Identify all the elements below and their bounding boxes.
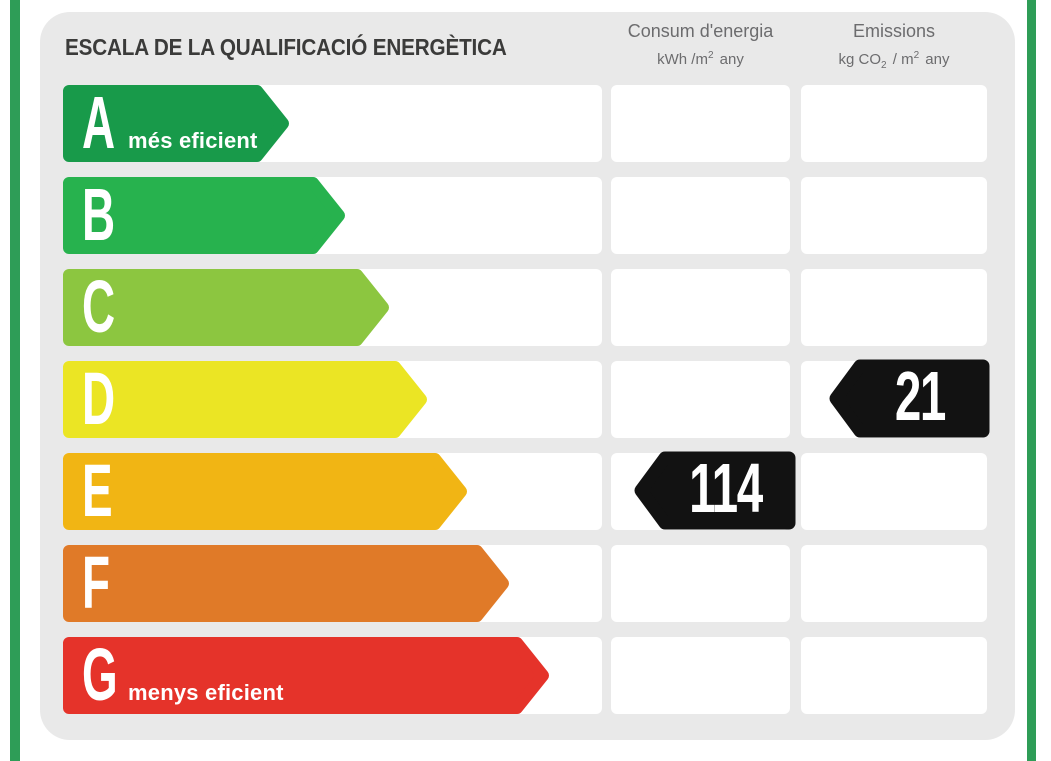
value-badge-number: 21 [894,357,947,435]
consum-value-badge: 114 [633,451,796,530]
column-header-emissions: Emissions kg CO2 / m2 any [801,20,987,78]
arrow-bar-shape [63,361,427,438]
left-arrow-badge-shape [634,451,796,530]
rating-bar-c: C [63,269,390,346]
consum-cell [611,545,790,622]
unit-superscript: 2 [913,50,920,61]
unit-text: any [715,51,744,68]
frame-right-stripe [1027,0,1036,761]
rating-bar-text: C [63,269,390,346]
rating-bar-label: més eficient [128,128,258,153]
emissions-cell [801,453,987,530]
rating-bar-f: F [63,545,510,622]
consum-cell [611,177,790,254]
rating-letter: F [82,541,111,624]
value-badge-number: 114 [689,449,763,527]
rating-bar-label: menys eficient [128,680,284,705]
arrow-bar-shape [63,269,389,346]
rating-letter: D [82,357,116,440]
rating-bar-b: B [63,177,346,254]
rating-row-f: F [0,545,1051,622]
column-header-consum: Consum d'energia kWh /m2 any [611,20,790,72]
emissions-header-units: kg CO2 / m2 any [801,43,987,78]
rating-letter: G [82,633,118,716]
arrow-bar-shape [63,637,549,714]
arrow-bar-shape [63,85,289,162]
rating-letter: E [82,449,113,532]
rating-row-e: E [0,453,1051,530]
rating-letter: A [82,81,116,164]
unit-text: any [921,51,950,68]
left-arrow-badge-shape [829,359,990,438]
consum-cell [611,637,790,714]
emissions-cell [801,269,987,346]
consum-cell [611,361,790,438]
arrow-bar-shape [63,545,509,622]
emissions-header-title: Emissions [852,21,936,41]
rating-bar-text: B [63,177,346,254]
page-title: ESCALA DE LA QUALIFICACIÓ ENERGÈTICA [65,34,507,60]
consum-cell [611,269,790,346]
consum-header-units: kWh /m2 any [611,43,790,72]
rating-bar-text: D [63,361,428,438]
emissions-value-badge: 21 [828,359,990,438]
consum-cell [611,85,790,162]
unit-superscript: 2 [707,50,714,61]
rating-row-b: B [0,177,1051,254]
rating-bar-text: E [63,453,468,530]
emissions-cell [801,85,987,162]
rating-bar-text: F [63,545,510,622]
emissions-cell [801,637,987,714]
consum-header-title: Consum d'energia [627,21,774,41]
unit-text: kWh /m [657,51,708,68]
unit-subscript: 2 [881,60,887,71]
arrow-bar-shape [63,453,467,530]
rating-bar-d: D [63,361,428,438]
arrow-bar-shape [63,177,345,254]
rating-bar-e: E [63,453,468,530]
rating-letter: C [82,265,116,348]
emissions-cell [801,177,987,254]
rating-letter: B [82,173,116,256]
unit-text: / m [888,51,914,68]
emissions-cell [801,545,987,622]
frame-left-stripe [10,0,20,761]
rating-row-c: C [0,269,1051,346]
unit-text: kg CO [838,51,882,68]
